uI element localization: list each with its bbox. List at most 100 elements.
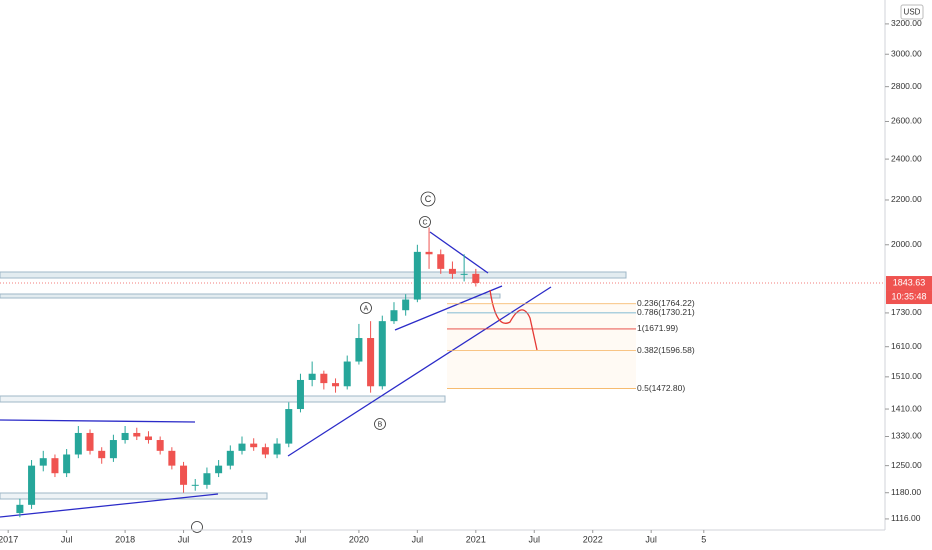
- candle-body: [367, 338, 375, 387]
- trend-line: [287, 286, 552, 457]
- candle-body: [343, 361, 351, 387]
- currency: USD: [904, 8, 921, 17]
- candle-body: [472, 273, 480, 284]
- candle-body: [273, 443, 281, 455]
- candle-body: [296, 379, 304, 410]
- trend-line: [0, 493, 219, 518]
- price-badge-label: 1843.63: [893, 277, 926, 287]
- price-badge: [886, 276, 932, 291]
- candle-body: [144, 436, 152, 441]
- y-tick-label: 1180.00: [891, 487, 921, 497]
- x-tick-label: Jul: [412, 534, 424, 544]
- trend-line: [429, 231, 489, 274]
- trend-line: [394, 285, 503, 331]
- y-tick-label: 2200.00: [891, 194, 922, 204]
- x-tick-label: 2022: [583, 534, 603, 544]
- y-tick-label: 2000.00: [891, 239, 922, 249]
- candle-body: [109, 440, 117, 459]
- candle-body: [250, 443, 258, 448]
- candle-body: [133, 432, 141, 437]
- x-tick-label: 2021: [466, 534, 486, 544]
- candle-body: [425, 251, 433, 255]
- fib-label: 0.236(1764.22): [637, 298, 695, 308]
- candle-body: [28, 465, 36, 505]
- y-tick-label: 2800.00: [891, 81, 922, 91]
- candle-body: [215, 465, 223, 474]
- y-tick-label: 1410.00: [891, 403, 922, 413]
- wave-label: C: [425, 194, 432, 204]
- zone-band: [0, 293, 501, 299]
- candle-body: [191, 484, 199, 486]
- candle-body: [390, 310, 398, 322]
- y-tick-label: 1116.00: [891, 513, 921, 523]
- candle-body: [39, 458, 47, 466]
- candle-body: [63, 454, 71, 474]
- candle-body: [51, 458, 59, 474]
- wave-circle: [420, 191, 436, 207]
- y-tick-label: 1250.00: [891, 460, 922, 470]
- price-axis: [885, 0, 932, 550]
- zone-band: [0, 395, 446, 403]
- candle-body: [121, 432, 129, 441]
- candle-body: [98, 450, 106, 459]
- candle-body: [74, 432, 82, 455]
- y-tick-label: 2600.00: [891, 116, 922, 126]
- x-tick-label: 2018: [115, 534, 135, 544]
- x-tick-label: Jul: [529, 534, 541, 544]
- x-tick-label: 5: [701, 534, 706, 544]
- wave-circle: [191, 521, 203, 533]
- candle-body: [86, 432, 94, 451]
- x-tick-label: Jul: [178, 534, 190, 544]
- candle-body: [203, 473, 211, 485]
- candle-body: [16, 504, 24, 514]
- wave-label: B: [378, 421, 383, 428]
- zone-band: [0, 492, 268, 500]
- fib-label: 1(1671.99): [637, 323, 678, 333]
- wave-circle: [419, 216, 431, 228]
- countdown-label: 10:35:48: [891, 291, 926, 301]
- x-tick-label: Jul: [295, 534, 307, 544]
- wave-label: A: [364, 305, 369, 312]
- y-tick-label: 1730.00: [891, 307, 922, 317]
- candle-body: [238, 443, 246, 451]
- x-tick-label: 2020: [349, 534, 369, 544]
- y-tick-label: 1510.00: [891, 371, 922, 381]
- candle-body: [156, 440, 164, 451]
- fib-zone: [447, 303, 636, 389]
- trend-line: [0, 419, 196, 423]
- candle-body: [168, 450, 176, 466]
- candle-body: [285, 409, 293, 444]
- x-tick-label: Jul: [645, 534, 657, 544]
- candle-body: [226, 450, 234, 466]
- x-tick-label: 2017: [0, 534, 18, 544]
- candle-body: [413, 251, 421, 300]
- candle-body: [180, 465, 188, 485]
- countdown-badge: [886, 290, 932, 305]
- candle-body: [437, 254, 445, 269]
- candle-body: [320, 373, 328, 384]
- candle-body: [308, 373, 316, 380]
- y-tick-label: 2400.00: [891, 153, 922, 163]
- wave-circle: [374, 418, 386, 430]
- candle-body: [402, 299, 410, 311]
- fib-label: 0.382(1596.58): [637, 345, 695, 355]
- candle-body: [460, 273, 468, 275]
- x-tick-label: Jul: [61, 534, 73, 544]
- y-tick-label: 1330.00: [891, 431, 922, 441]
- candle-body: [448, 268, 456, 274]
- x-tick-label: 2019: [232, 534, 252, 544]
- y-tick-label: 3200.00: [891, 18, 922, 28]
- y-tick-label: 3000.00: [891, 48, 922, 58]
- fib-label: 0.786(1730.21): [637, 307, 695, 317]
- candle-body: [355, 338, 363, 362]
- candle-body: [261, 447, 269, 455]
- y-tick-label: 1610.00: [891, 341, 922, 351]
- wave-label: C: [422, 219, 427, 226]
- candle-body: [378, 321, 386, 387]
- zone-band: [0, 271, 627, 279]
- candle-body: [332, 383, 340, 387]
- wave-circle: [360, 302, 372, 314]
- currency-box: [900, 4, 924, 20]
- fib-label: 0.5(1472.80): [637, 383, 685, 393]
